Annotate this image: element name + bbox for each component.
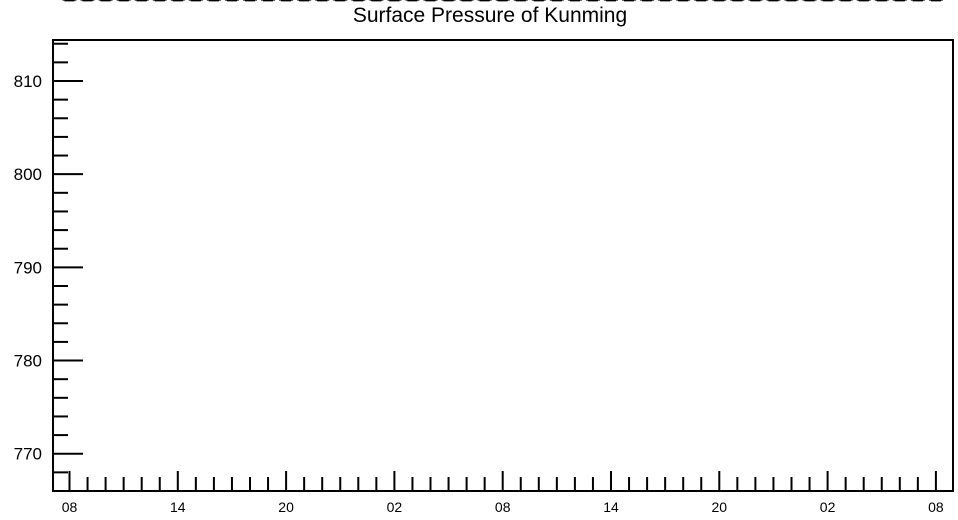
x-tick-label: 14	[603, 499, 619, 515]
y-tick-label: 790	[14, 258, 42, 277]
x-tick-label: 20	[278, 499, 294, 515]
x-tick-label: 02	[387, 499, 403, 515]
x-tick-label: 20	[712, 499, 728, 515]
x-tick-label: 02	[820, 499, 836, 515]
y-tick-label: 780	[14, 352, 42, 371]
y-tick-label: 800	[14, 165, 42, 184]
x-tick-label: 08	[495, 499, 511, 515]
y-tick-label: 810	[14, 72, 42, 91]
y-tick-label: 770	[14, 445, 42, 464]
x-tick-label: 14	[170, 499, 186, 515]
chart-title: Surface Pressure of Kunming	[352, 4, 628, 27]
x-tick-label: 08	[62, 499, 78, 515]
x-tick-label: 08	[928, 499, 944, 515]
plot-frame	[52, 39, 954, 492]
